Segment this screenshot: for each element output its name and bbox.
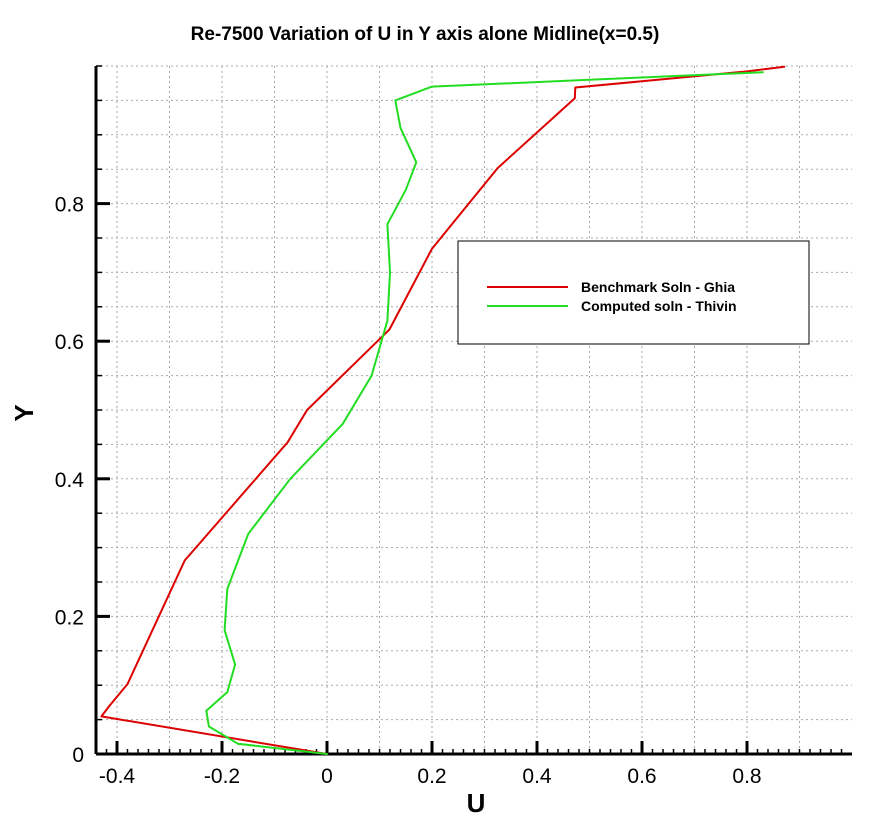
x-tick-label: 0.8 <box>732 765 761 788</box>
legend: Benchmark Soln - Ghia Computed soln - Th… <box>457 240 810 345</box>
grid <box>96 65 852 754</box>
x-tick-label: 0.6 <box>627 765 656 788</box>
axes <box>94 66 852 756</box>
series-line-benchmark <box>100 65 786 755</box>
legend-box <box>457 240 810 345</box>
y-tick-label: 0.4 <box>55 469 85 492</box>
x-axis-title: U <box>467 788 486 818</box>
y-tick-label: 0 <box>72 744 84 767</box>
x-tick-label: 0 <box>321 765 333 788</box>
legend-label-computed: Computed soln - Thivin <box>581 298 737 314</box>
y-tick-label: 0.2 <box>55 606 84 629</box>
x-tick-label: -0.4 <box>99 765 136 788</box>
x-tick-label: 0.4 <box>522 765 552 788</box>
series-lines <box>100 65 786 755</box>
y-tick-label: 0.6 <box>55 331 84 354</box>
ticks: -0.4 -0.2 0 0.2 0.4 0.6 0.8 0 0.2 0.4 0.6 0.8 <box>55 65 843 788</box>
chart-title: Re-7500 Variation of U in Y axis alone M… <box>191 24 660 45</box>
x-tick-label: -0.2 <box>204 765 240 788</box>
y-axis-title: Y <box>9 404 39 421</box>
legend-label-benchmark: Benchmark Soln - Ghia <box>581 279 735 295</box>
y-tick-label: 0.8 <box>55 194 84 217</box>
series-line-computed <box>205 71 764 755</box>
x-tick-label: 0.2 <box>417 765 446 788</box>
